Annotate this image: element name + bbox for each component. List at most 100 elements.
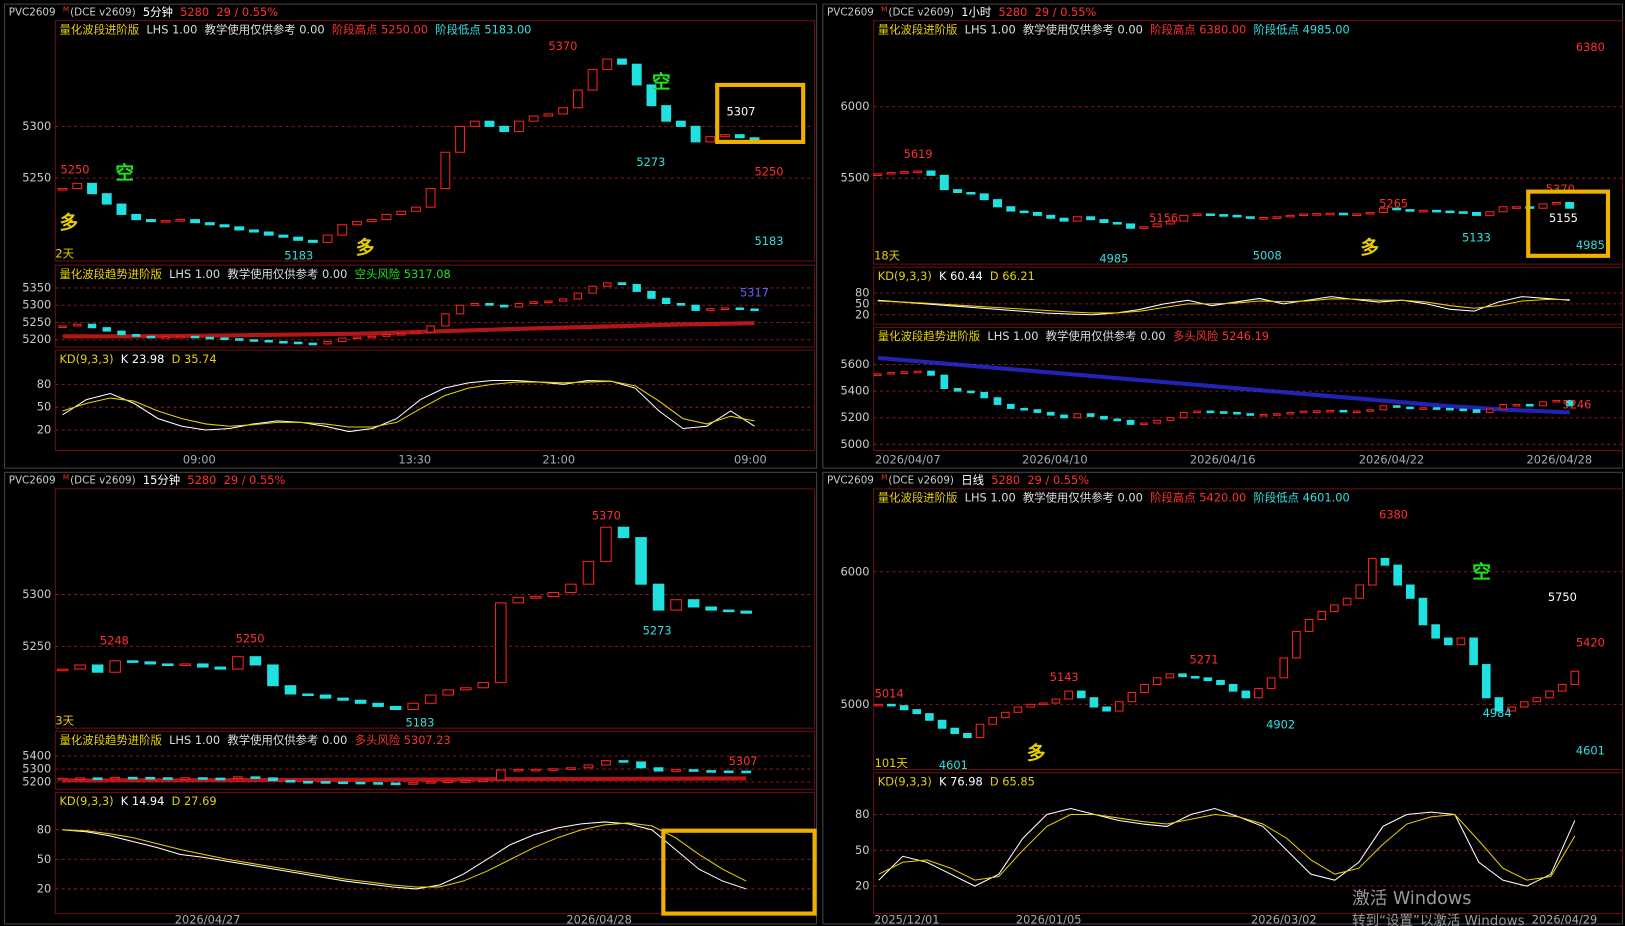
x-tick-label: 2026/04/10 [1022, 452, 1088, 466]
candle [740, 610, 752, 614]
candle [87, 323, 97, 329]
candle [197, 663, 209, 668]
candle [485, 302, 494, 306]
candle [424, 694, 437, 704]
candle [1032, 211, 1042, 216]
label: (DCE v2609) [70, 475, 136, 487]
annotation: 5370 [548, 39, 577, 53]
candle [1472, 409, 1481, 413]
annotation: 5317 [740, 286, 769, 300]
candle [513, 768, 524, 772]
candle [925, 713, 934, 721]
candle [1317, 611, 1327, 621]
candle [720, 134, 730, 138]
candle [1102, 706, 1111, 712]
candle [1140, 683, 1149, 693]
candle [190, 219, 201, 224]
watermark: 转到“设置”以激活 Windows [1352, 913, 1524, 926]
candle [1292, 630, 1301, 659]
candle [632, 283, 641, 292]
candle [988, 717, 998, 725]
y-tick-label: 5600 [841, 357, 870, 371]
candle [126, 660, 139, 663]
y-tick-label: 5250 [22, 315, 51, 329]
candle [1033, 409, 1042, 413]
candle [1392, 405, 1401, 408]
candle [706, 308, 715, 311]
label: 量化波段进阶版 [59, 23, 139, 37]
candle [352, 221, 362, 226]
candle [602, 58, 613, 70]
label: (DCE v2609) [888, 475, 954, 487]
x-tick-label: 13:30 [398, 452, 431, 466]
candle [514, 302, 524, 308]
x-tick-label: 2026/04/27 [175, 912, 241, 926]
candle [1205, 213, 1215, 217]
candle [886, 171, 896, 175]
candle [688, 769, 699, 772]
candle [307, 239, 318, 243]
candle [670, 599, 682, 611]
label: LHS 1.00 [169, 733, 220, 747]
plot-frame [54, 730, 816, 790]
candle [459, 687, 472, 691]
candle [215, 777, 226, 781]
candle [264, 339, 273, 343]
candle [279, 340, 288, 344]
candle [1126, 419, 1135, 425]
candle [652, 583, 665, 611]
plot-frame [873, 20, 1624, 265]
candle [603, 282, 612, 287]
candle [548, 768, 559, 771]
annotation: 4985 [1576, 238, 1605, 252]
candle [1073, 413, 1082, 419]
x-tick-label: 09:00 [734, 452, 767, 466]
candle [116, 203, 127, 215]
candle [874, 703, 884, 707]
candle [382, 334, 391, 337]
candle [913, 370, 922, 374]
annotation: 4985 [1099, 251, 1128, 265]
label: D 35.74 [172, 352, 217, 366]
candle [1259, 413, 1268, 417]
candle [109, 660, 121, 673]
candle [478, 779, 489, 783]
candle [734, 134, 745, 139]
label: KD(9,3,3) [59, 352, 113, 366]
candle [1512, 403, 1521, 407]
candle [367, 335, 376, 339]
annotation: 5250 [61, 162, 90, 176]
candle [1313, 410, 1321, 413]
candle [1166, 417, 1175, 421]
candle [601, 760, 611, 766]
candle [1099, 219, 1109, 224]
candle [267, 664, 279, 687]
candle [1190, 675, 1200, 679]
candle [899, 705, 909, 711]
label: 5280 [187, 473, 216, 487]
label: 阶段低点 4601.00 [1254, 491, 1350, 505]
candle [1286, 411, 1295, 415]
candle [647, 290, 656, 299]
candle [1113, 418, 1122, 422]
candle [373, 782, 384, 785]
candle [950, 727, 960, 735]
candle [390, 782, 401, 786]
candle [646, 84, 657, 107]
candle [293, 236, 304, 241]
candle [1393, 564, 1402, 586]
candle [366, 219, 377, 223]
label: 多头风险 5307.23 [355, 733, 451, 747]
candle [1431, 624, 1440, 639]
y-tick-label: 5400 [22, 749, 51, 763]
candle [1241, 690, 1251, 699]
annotation: 5183 [755, 234, 784, 248]
plot-frame [54, 488, 816, 729]
annotation: 101天 [875, 756, 908, 770]
y-tick-label: 80 [855, 285, 869, 299]
x-tick-label: 21:00 [542, 452, 575, 466]
candle [514, 120, 524, 133]
